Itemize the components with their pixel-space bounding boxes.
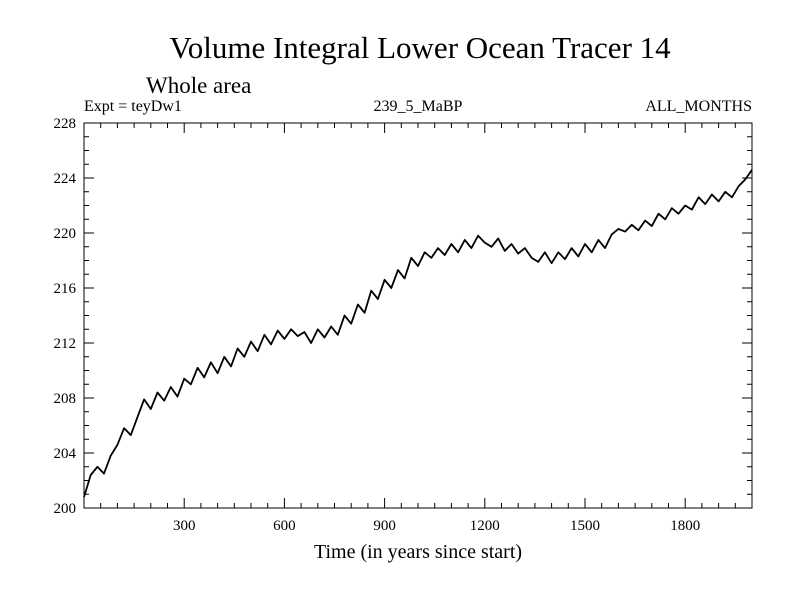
x-tick-label: 300 (173, 518, 196, 534)
x-tick-label: 600 (273, 518, 296, 534)
y-tick-label: 212 (54, 336, 77, 352)
plot-frame (83, 122, 753, 509)
y-tick-label: 208 (54, 391, 77, 407)
x-tick-label: 1500 (570, 518, 600, 534)
x-tick-label: 1200 (470, 518, 500, 534)
axis-ticks (84, 123, 752, 508)
run-label: 239_5_MaBP (374, 98, 463, 115)
x-axis-label: Time (in years since start) (314, 541, 522, 563)
chart-subtitle: Whole area (146, 73, 251, 98)
months-label: ALL_MONTHS (645, 98, 752, 115)
y-tick-label: 220 (54, 226, 77, 242)
y-tick-label: 216 (54, 281, 77, 297)
y-tick-label: 228 (54, 116, 77, 132)
x-tick-label: 1800 (670, 518, 700, 534)
experiment-label: Expt = teyDw1 (84, 98, 182, 115)
chart-title: Volume Integral Lower Ocean Tracer 14 (169, 30, 671, 65)
y-tick-label: 204 (54, 446, 77, 462)
series-line (83, 169, 753, 498)
y-tick-label: 200 (54, 501, 77, 517)
y-tick-label: 224 (54, 171, 77, 187)
x-tick-label: 900 (373, 518, 396, 534)
axis-tick-labels: 300 600 900 1200 1500 1800 200 204 208 212 216 220 2… (54, 116, 701, 534)
